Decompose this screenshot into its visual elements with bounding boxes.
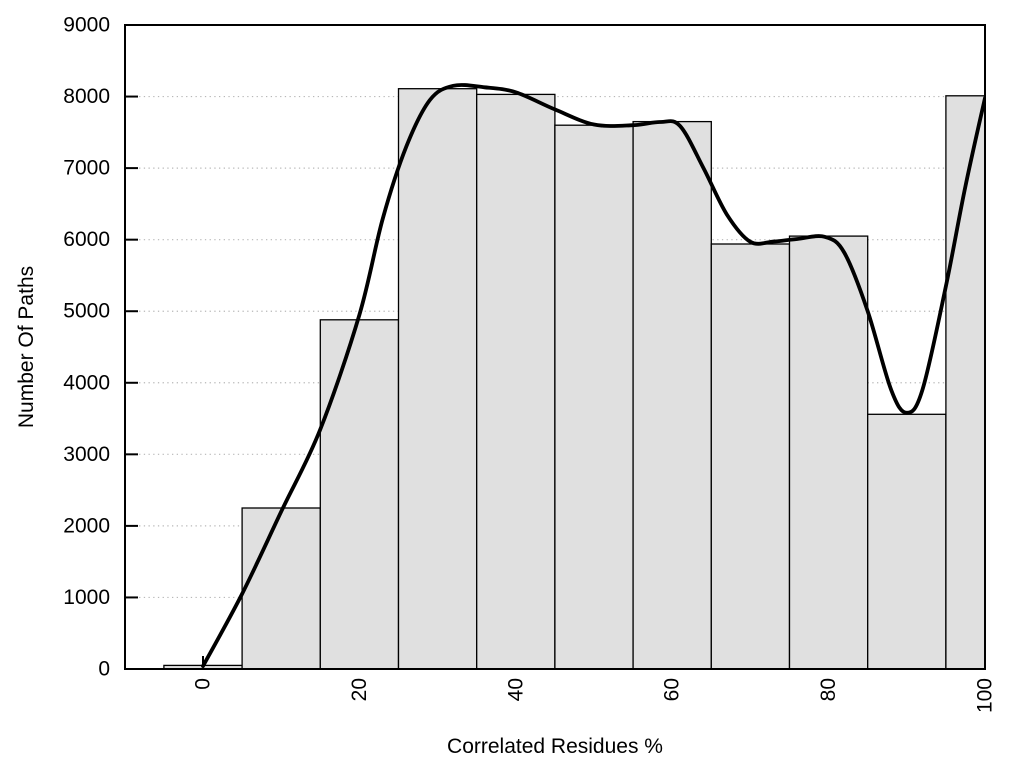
bar xyxy=(241,507,321,669)
plot-border xyxy=(124,24,986,670)
density-curve-path xyxy=(201,83,985,668)
y-tick-label: 5000 xyxy=(63,300,110,323)
y-axis-title: Number Of Paths xyxy=(15,266,38,428)
x-tick-label: 60 xyxy=(661,678,684,701)
y-tick-label: 7000 xyxy=(63,157,110,180)
x-axis-title: Correlated Residues % xyxy=(447,735,663,758)
x-tick-label: 100 xyxy=(974,678,997,713)
y-tick-label: 3000 xyxy=(63,443,110,466)
bar xyxy=(788,235,869,669)
y-tick-labels: 0 1000 2000 3000 4000 5000 6000 7000 8000 9000 xyxy=(63,14,110,681)
y-tick-label: 4000 xyxy=(63,371,110,394)
smooth-curve xyxy=(201,83,985,668)
y-tick-label: 8000 xyxy=(63,85,110,108)
bar xyxy=(710,243,791,669)
bar xyxy=(867,413,947,669)
x-tick-label: 0 xyxy=(192,678,215,690)
x-tick-labels: 0 20 40 60 80 100 xyxy=(192,678,997,713)
bar xyxy=(554,124,634,669)
y-tick-label: 1000 xyxy=(63,586,110,609)
y-tick-label: 6000 xyxy=(63,228,110,251)
bar xyxy=(319,319,400,669)
bar xyxy=(397,88,478,669)
y-tick-label: 0 xyxy=(98,658,110,681)
x-tick-label: 80 xyxy=(817,678,840,701)
x-tick-label: 20 xyxy=(348,678,371,701)
histogram-bars xyxy=(163,88,985,669)
bar xyxy=(945,95,985,669)
bar xyxy=(632,120,712,669)
x-tick-label: 40 xyxy=(504,678,527,701)
y-tick-label: 9000 xyxy=(63,14,110,37)
y-tick-label: 2000 xyxy=(63,514,110,537)
bar xyxy=(476,93,556,669)
